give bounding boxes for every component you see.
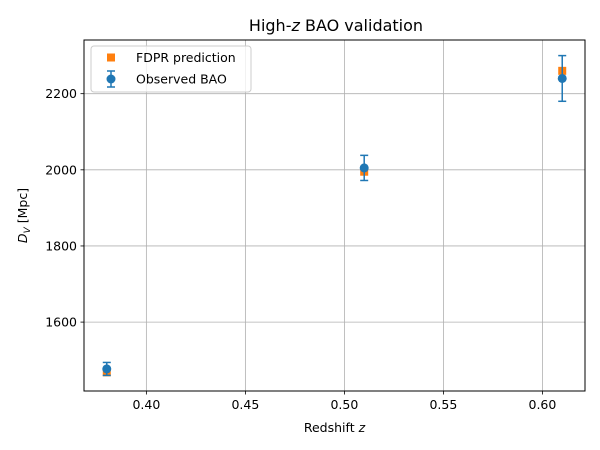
y-tick-label: 2200 bbox=[45, 86, 77, 101]
x-tick-label: 0.45 bbox=[231, 397, 259, 412]
y-axis-label: DV [Mpc] bbox=[15, 188, 33, 243]
chart-title: High-z BAO validation bbox=[249, 16, 423, 35]
legend-box bbox=[90, 45, 252, 93]
x-tick-label: 0.55 bbox=[429, 397, 457, 412]
observed-bao-point bbox=[102, 364, 112, 374]
x-tick-label: 0.60 bbox=[529, 397, 557, 412]
legend-label-fdpr-prediction: FDPR prediction bbox=[136, 50, 236, 65]
x-tick-label: 0.40 bbox=[132, 397, 160, 412]
y-tick-label: 1600 bbox=[45, 315, 77, 330]
grid-lines bbox=[84, 40, 585, 391]
data-series bbox=[102, 54, 567, 377]
legend-marker-observed-bao bbox=[106, 74, 116, 84]
legend: FDPR prediction Observed BAO bbox=[90, 45, 252, 93]
x-axis-label: Redshift z bbox=[304, 420, 366, 435]
plot-frame bbox=[83, 39, 586, 392]
observed-bao-point bbox=[359, 163, 369, 173]
legend-label-observed-bao: Observed BAO bbox=[136, 72, 227, 87]
legend-marker-fdpr-prediction bbox=[107, 53, 115, 62]
x-tick-label: 0.50 bbox=[330, 397, 358, 412]
x-axis-ticks: 0.40 0.45 0.50 0.55 0.60 bbox=[132, 391, 556, 412]
y-axis-ticks: 1600 1800 2000 2200 bbox=[45, 86, 84, 330]
y-tick-label: 2000 bbox=[45, 162, 77, 177]
observed-bao-point bbox=[557, 73, 567, 83]
y-tick-label: 1800 bbox=[45, 238, 77, 253]
